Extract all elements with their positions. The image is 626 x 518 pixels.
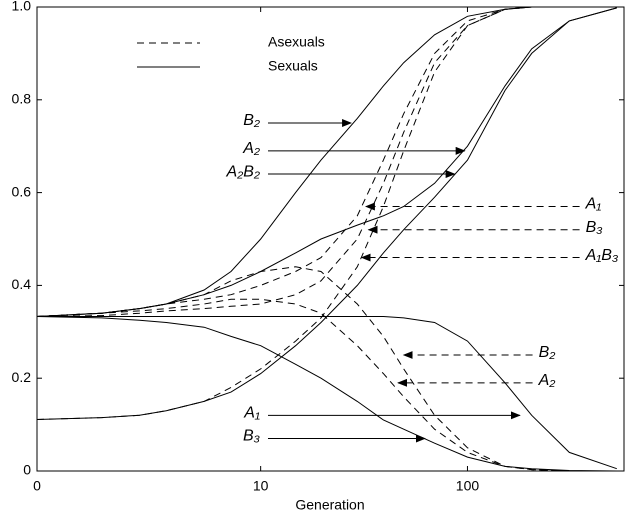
plot-frame	[36, 6, 625, 472]
annotation-label: B₃	[243, 428, 260, 445]
series-line	[36, 266, 617, 472]
y-tick-label: 0.2	[12, 369, 32, 385]
legend-label: Sexuals	[268, 58, 318, 74]
legend-label: Asexuals	[268, 34, 325, 50]
annotation-label: A₁	[585, 196, 602, 213]
x-axis-label: Generation	[295, 497, 364, 513]
annotation-label: A₁	[243, 405, 260, 422]
series-line	[36, 298, 617, 472]
x-tick-label: 0	[33, 478, 41, 494]
annotation-label: A₁B₃	[585, 247, 619, 264]
x-tick-label: 10	[253, 478, 269, 494]
annotation-label: B₂	[539, 344, 556, 361]
y-tick-label: 0	[23, 462, 31, 478]
series-line	[36, 6, 617, 317]
series-line	[36, 316, 617, 472]
y-tick-label: 0.8	[12, 91, 32, 107]
y-tick-label: 0.6	[12, 183, 32, 199]
series-line	[37, 316, 617, 470]
annotation-label: A₂	[242, 140, 260, 157]
y-tick-label: 0.4	[12, 276, 32, 292]
annotation-label: A₂B₂	[225, 163, 260, 180]
series-line	[36, 6, 617, 317]
y-tick-label: 1.0	[12, 0, 32, 14]
annotation-label: B₃	[586, 219, 603, 236]
series-line	[36, 7, 617, 317]
series-line	[36, 6, 617, 420]
annotation-label: A₂	[538, 372, 556, 389]
x-tick-label: 100	[456, 478, 480, 494]
series-line	[36, 7, 617, 420]
series-line	[36, 6, 617, 317]
annotation-label: B₂	[243, 112, 260, 129]
